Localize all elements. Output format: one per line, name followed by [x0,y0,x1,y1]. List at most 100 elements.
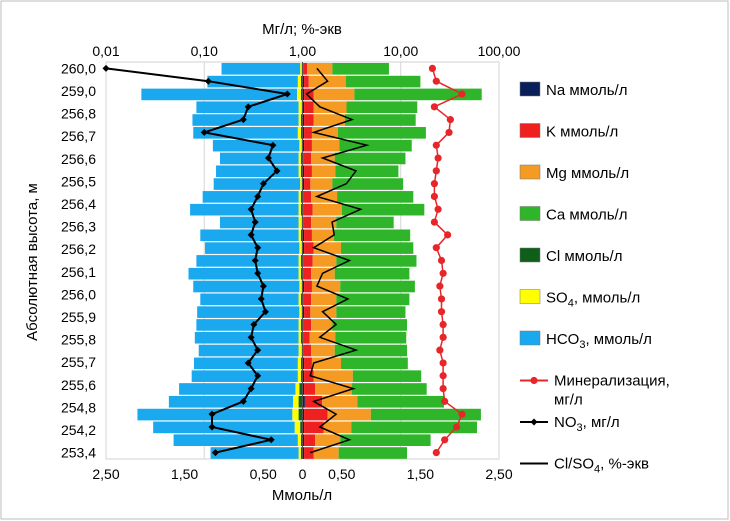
mineralization-point [430,180,438,188]
bar-k [303,293,312,306]
bar-cl [300,357,303,370]
bar-na [302,395,305,408]
bar-hco3 [190,203,299,216]
bar-na [302,114,305,126]
bar-hco3 [196,255,299,267]
bar-hco3 [193,280,300,293]
bar-cl [300,370,303,382]
bar-mg [311,280,341,293]
no3-point [244,359,252,367]
bar-ca [370,408,481,421]
no3-point [261,308,269,316]
bar-hco3 [179,383,296,395]
bar-hco3 [141,88,297,101]
bar-k [304,408,328,421]
y-tick-label: 256,0 [61,286,96,302]
mineralization-point [445,128,453,137]
legend-label-no3: NO3, мг/л [554,414,620,434]
mineralization-point [430,103,438,111]
bar-ca [340,434,431,446]
bar-so4 [298,447,301,459]
mineralization-point [441,397,449,405]
no3-point [204,77,212,85]
bar-so4 [300,178,302,190]
bar-mg [312,255,337,267]
bar-ca [337,191,414,203]
bar-k [304,383,316,395]
no3-point [247,231,255,239]
mineralization-point [439,359,447,367]
bar-ca [334,267,410,280]
bar-cl [300,229,303,242]
legend-label-so4: SO4, ммоль/л [546,290,640,310]
bar-so4 [299,139,302,152]
mineralization-point [432,167,440,175]
mineralization-point [436,282,444,290]
mineralization-point [441,436,449,444]
no3-point [247,205,255,213]
axes: 0,01 0,10 1,00 10,00 100,00 2,50 1,50 0,50 0 0,50… [61,43,521,482]
legend-label-na: Na ммоль/л [546,82,627,99]
bar-k [303,267,312,280]
bar-na [302,357,305,370]
bar-ca [336,255,417,267]
mineralization-point [439,269,447,277]
bar-mg [311,229,334,242]
y-tick-label: 260,0 [61,60,96,76]
bar-hco3 [221,63,301,75]
legend: Na ммоль/л K ммоль/л Mg ммоль/л Ca ммоль/л C… [519,81,670,476]
bar-mg [323,421,352,434]
bar-ca [338,447,408,459]
legend-swatch-k [519,123,541,138]
bar-na [302,306,305,318]
legend-marker [530,376,538,385]
bar-so4 [297,434,301,446]
bar-na [302,88,305,101]
bar-mg [313,114,345,126]
bar-so4 [298,191,301,203]
bar-mg [312,203,342,216]
top-tick-label: 100,00 [478,43,521,59]
bar-mg [311,127,338,139]
y-axis-label: Абсолютная высота, м [24,183,41,341]
bar-hco3 [205,242,300,254]
bar-k [304,370,314,382]
bar-so4 [299,280,302,293]
mineralization-point [432,141,440,149]
bar-hco3 [196,319,299,331]
bar-cl [300,152,303,165]
bar-k [304,178,311,190]
bar-mg [315,383,353,395]
bar-cl [300,434,303,446]
bar-mg [311,191,338,203]
bar-cl [300,191,303,203]
bar-na [302,127,305,139]
y-tick-label: 256,4 [61,196,96,212]
mineralization-point [434,154,442,162]
bar-so4 [299,242,302,254]
bar-na [302,383,305,395]
y-tick-label: 256,2 [61,241,96,257]
bar-ca [352,383,427,395]
bar-so4 [298,293,301,306]
bar-ca [334,344,408,357]
mineralization-point [428,64,437,73]
bar-mg [311,165,336,178]
bar-hco3 [188,267,299,280]
bar-k [304,75,309,88]
bar-ca [336,306,406,318]
bar-ca [345,75,421,88]
bar-mg [327,408,371,421]
no3-point [254,192,262,200]
bar-so4 [298,229,301,242]
no3-point [251,257,259,264]
bar-na [302,101,305,114]
bar-cl [298,395,303,408]
bar-ca [351,421,477,434]
bar-hco3 [194,331,299,344]
bar-ca [333,229,411,242]
bar-mg [313,370,353,382]
bar-ca [332,319,408,331]
bar-k [304,229,312,242]
no3-point [200,128,208,136]
